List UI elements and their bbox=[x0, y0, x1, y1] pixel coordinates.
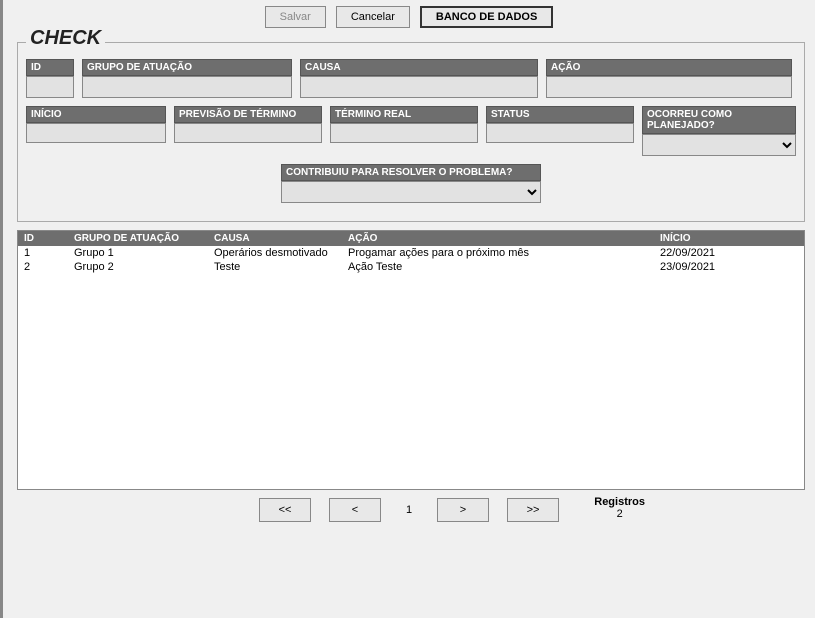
col-grupo[interactable]: GRUPO DE ATUAÇÃO bbox=[68, 231, 208, 246]
table-row[interactable]: 2Grupo 2TesteAção Teste23/09/2021 bbox=[18, 260, 804, 274]
label-acao: AÇÃO bbox=[546, 59, 792, 76]
pager-records: Registros 2 bbox=[594, 496, 645, 520]
field-contribuiu: CONTRIBUIU PARA RESOLVER O PROBLEMA? bbox=[281, 164, 541, 203]
field-inicio: INÍCIO bbox=[26, 106, 166, 156]
cell-acao: Progamar ações para o próximo mês bbox=[342, 246, 654, 260]
col-causa[interactable]: CAUSA bbox=[208, 231, 342, 246]
pager-first-button[interactable]: << bbox=[259, 498, 311, 522]
label-grupo: GRUPO DE ATUAÇÃO bbox=[82, 59, 292, 76]
field-id: ID bbox=[26, 59, 74, 98]
pager-records-count: 2 bbox=[594, 508, 645, 520]
pager-records-label: Registros bbox=[594, 496, 645, 508]
field-acao: AÇÃO bbox=[546, 59, 792, 98]
save-button[interactable]: Salvar bbox=[265, 6, 326, 28]
field-previsao: PREVISÃO DE TÉRMINO bbox=[174, 106, 322, 156]
select-planejado[interactable] bbox=[642, 134, 796, 156]
input-previsao[interactable] bbox=[174, 123, 322, 143]
input-inicio[interactable] bbox=[26, 123, 166, 143]
field-grupo: GRUPO DE ATUAÇÃO bbox=[82, 59, 292, 98]
cell-grupo: Grupo 1 bbox=[68, 246, 208, 260]
pager-page-number: 1 bbox=[399, 504, 419, 516]
input-termino[interactable] bbox=[330, 123, 478, 143]
label-previsao: PREVISÃO DE TÉRMINO bbox=[174, 106, 322, 123]
input-grupo[interactable] bbox=[82, 76, 292, 98]
pager: << < 1 > >> Registros 2 bbox=[3, 498, 815, 522]
input-causa[interactable] bbox=[300, 76, 538, 98]
col-acao[interactable]: AÇÃO bbox=[342, 231, 654, 246]
toolbar: Salvar Cancelar BANCO DE DADOS bbox=[3, 0, 815, 38]
cancel-button[interactable]: Cancelar bbox=[336, 6, 410, 28]
label-planejado: OCORREU COMO PLANEJADO? bbox=[642, 106, 796, 134]
grid-header-row: ID GRUPO DE ATUAÇÃO CAUSA AÇÃO INÍCIO bbox=[18, 231, 804, 246]
select-contribuiu[interactable] bbox=[281, 181, 541, 203]
col-inicio[interactable]: INÍCIO bbox=[654, 231, 804, 246]
label-contribuiu: CONTRIBUIU PARA RESOLVER O PROBLEMA? bbox=[281, 164, 541, 181]
cell-inicio: 23/09/2021 bbox=[654, 260, 804, 274]
cell-id: 2 bbox=[18, 260, 68, 274]
label-status: STATUS bbox=[486, 106, 634, 123]
label-id: ID bbox=[26, 59, 74, 76]
cell-causa: Operários desmotivado bbox=[208, 246, 342, 260]
field-status: STATUS bbox=[486, 106, 634, 156]
table-row[interactable]: 1Grupo 1Operários desmotivadoProgamar aç… bbox=[18, 246, 804, 260]
label-termino: TÉRMINO REAL bbox=[330, 106, 478, 123]
pager-next-button[interactable]: > bbox=[437, 498, 489, 522]
field-causa: CAUSA bbox=[300, 59, 538, 98]
fieldset-legend: CHECK bbox=[26, 27, 105, 50]
field-planejado: OCORREU COMO PLANEJADO? bbox=[642, 106, 796, 156]
input-id[interactable] bbox=[26, 76, 74, 98]
label-causa: CAUSA bbox=[300, 59, 538, 76]
cell-grupo: Grupo 2 bbox=[68, 260, 208, 274]
pager-last-button[interactable]: >> bbox=[507, 498, 559, 522]
label-inicio: INÍCIO bbox=[26, 106, 166, 123]
check-fieldset: CHECK ID GRUPO DE ATUAÇÃO CAUSA AÇÃO INÍ… bbox=[17, 42, 805, 222]
cell-id: 1 bbox=[18, 246, 68, 260]
col-id[interactable]: ID bbox=[18, 231, 68, 246]
input-status[interactable] bbox=[486, 123, 634, 143]
cell-acao: Ação Teste bbox=[342, 260, 654, 274]
field-termino: TÉRMINO REAL bbox=[330, 106, 478, 156]
data-grid[interactable]: ID GRUPO DE ATUAÇÃO CAUSA AÇÃO INÍCIO 1G… bbox=[17, 230, 805, 490]
database-button[interactable]: BANCO DE DADOS bbox=[420, 6, 553, 28]
pager-prev-button[interactable]: < bbox=[329, 498, 381, 522]
cell-inicio: 22/09/2021 bbox=[654, 246, 804, 260]
cell-causa: Teste bbox=[208, 260, 342, 274]
input-acao[interactable] bbox=[546, 76, 792, 98]
